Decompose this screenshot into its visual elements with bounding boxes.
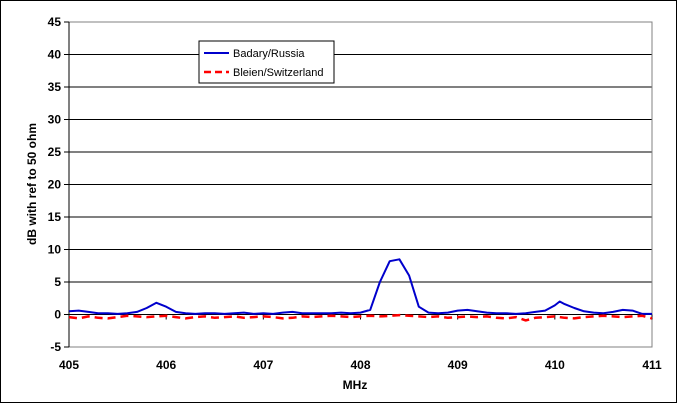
x-tick-label: 410 — [545, 358, 565, 372]
y-tick-label: -5 — [50, 340, 61, 354]
y-tick-label: 45 — [48, 15, 62, 29]
y-tick-label: 40 — [48, 48, 62, 62]
axis-layer — [64, 21, 653, 348]
series-line-bleien — [68, 313, 653, 322]
y-axis-title: dB with ref to 50 ohm — [25, 123, 39, 245]
legend-box — [198, 40, 335, 84]
x-tick-label: 408 — [350, 358, 370, 372]
y-tick-label: 20 — [48, 178, 62, 192]
x-tick-label: 406 — [156, 358, 176, 372]
y-tick-label: 35 — [48, 80, 62, 94]
series-layer — [68, 258, 653, 322]
x-tick-label: 411 — [642, 358, 662, 372]
legend-label-badary: Badary/Russia — [233, 48, 305, 60]
x-tick-label: 405 — [59, 358, 79, 372]
y-tick-label: 25 — [48, 145, 62, 159]
grid-layer — [69, 21, 652, 348]
y-tick-label: 30 — [48, 113, 62, 127]
x-tick-label: 407 — [253, 358, 273, 372]
y-tick-label: 10 — [48, 243, 62, 257]
y-tick-label: 15 — [48, 210, 62, 224]
legend-label-bleien: Bleien/Switzerland — [233, 67, 324, 79]
y-tick-label: 0 — [54, 308, 61, 322]
tick-label-layer: -5 0 5 10 15 20 25 30 35 40 45 405 406 407 408 409 410 41… — [48, 15, 662, 372]
x-tick-label: 409 — [448, 358, 468, 372]
series-line-badary — [68, 258, 652, 315]
legend: Badary/Russia Bleien/Switzerland — [198, 40, 335, 84]
y-tick-label: 5 — [54, 275, 61, 289]
x-axis-title: MHz — [343, 378, 368, 392]
